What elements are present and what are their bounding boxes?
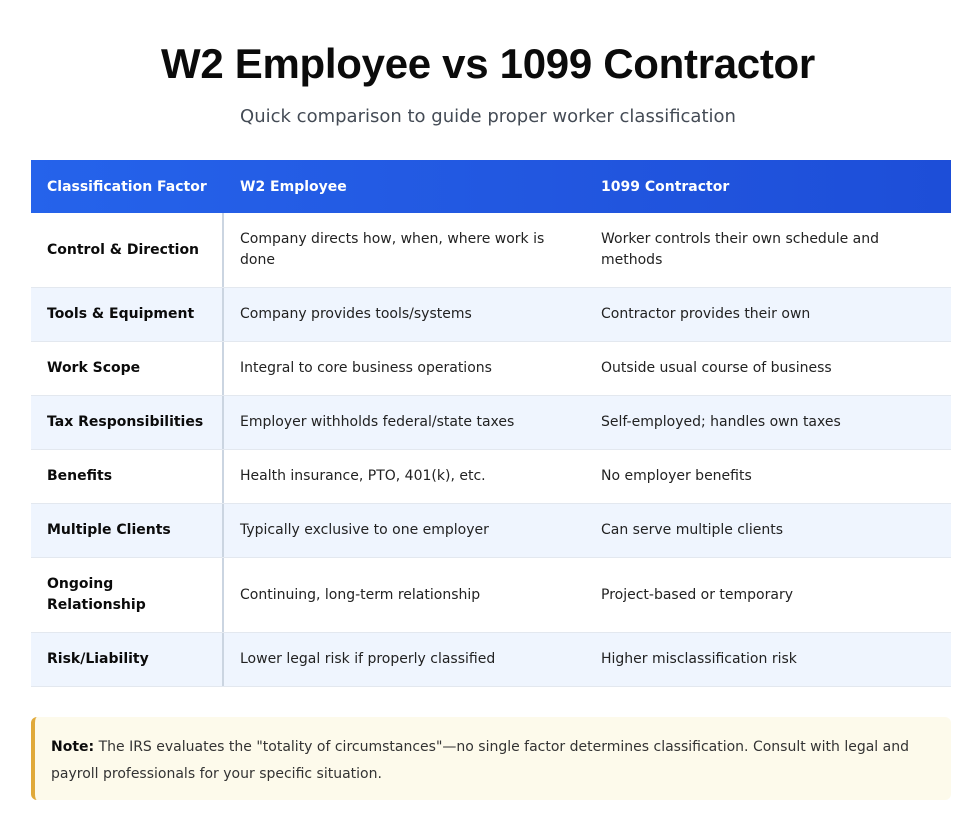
contractor-cell: No employer benefits: [601, 468, 752, 484]
w2-cell: Employer withholds federal/state taxes: [240, 414, 515, 430]
w2-cell: Health insurance, PTO, 401(k), etc.: [240, 468, 486, 484]
note-label: Note:: [51, 739, 95, 755]
w2-cell: Continuing, long-term relationship: [240, 586, 481, 603]
factor-cell: Ongoing Relationship: [31, 558, 224, 632]
contractor-cell: Can serve multiple clients: [601, 522, 784, 538]
w2-cell: Typically exclusive to one employer: [240, 522, 489, 538]
factor-cell: Multiple Clients: [31, 504, 224, 557]
contractor-cell: Outside usual course of business: [601, 360, 832, 376]
w2-cell: Company directs how, when, where work is…: [240, 231, 545, 268]
w2-cell: Integral to core business operations: [240, 360, 492, 376]
contractor-cell: Worker controls their own schedule and m…: [601, 231, 879, 268]
table-row: Ongoing Relationship Continuing, long-te…: [31, 558, 951, 633]
table-row: Work Scope Integral to core business ope…: [31, 342, 951, 396]
factor-cell: Tax Responsibilities: [31, 396, 224, 449]
factor-cell: Risk/Liability: [31, 633, 224, 686]
table-header: Classification Factor W2 Employee 1099 C…: [31, 160, 951, 213]
contractor-cell: Self-employed; handles own taxes: [601, 414, 841, 430]
w2-cell: Company provides tools/systems: [240, 306, 472, 322]
factor-cell: Control & Direction: [31, 213, 224, 287]
table-row: Benefits Health insurance, PTO, 401(k), …: [31, 450, 951, 504]
factor-cell: Tools & Equipment: [31, 288, 224, 341]
table-row: Multiple Clients Typically exclusive to …: [31, 504, 951, 558]
column-header-factor: Classification Factor: [47, 178, 207, 195]
factor-cell: Benefits: [31, 450, 224, 503]
w2-cell: Lower legal risk if properly classified: [240, 651, 496, 667]
contractor-cell: Contractor provides their own: [601, 306, 811, 322]
page-subtitle: Quick comparison to guide proper worker …: [240, 106, 736, 127]
table-row: Control & Direction Company directs how,…: [31, 213, 951, 288]
table-row: Tax Responsibilities Employer withholds …: [31, 396, 951, 450]
page-title: W2 Employee vs 1099 Contractor: [161, 40, 815, 87]
table-row: Tools & Equipment Company provides tools…: [31, 288, 951, 342]
note-callout: Note: The IRS evaluates the "totality of…: [31, 717, 951, 800]
factor-cell: Work Scope: [31, 342, 224, 395]
column-header-contractor: 1099 Contractor: [601, 178, 730, 195]
contractor-cell: Project-based or temporary: [601, 586, 794, 603]
table-row: Risk/Liability Lower legal risk if prope…: [31, 633, 951, 687]
comparison-table: Classification Factor W2 Employee 1099 C…: [31, 160, 951, 687]
column-header-w2: W2 Employee: [240, 178, 347, 195]
contractor-cell: Higher misclassification risk: [601, 651, 797, 667]
note-text: The IRS evaluates the "totality of circu…: [51, 739, 909, 782]
